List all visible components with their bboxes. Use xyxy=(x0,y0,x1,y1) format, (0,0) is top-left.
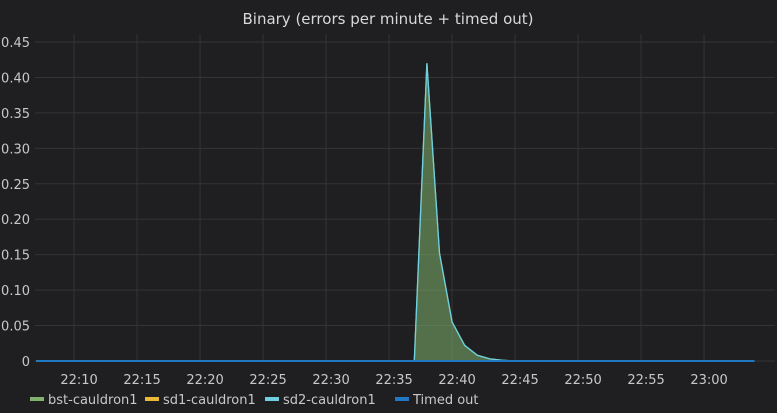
x-tick-label: 22:30 xyxy=(312,373,349,388)
series-line-sd2-cauldron1 xyxy=(36,63,755,362)
y-tick-label: 0.35 xyxy=(1,107,30,122)
legend-swatch xyxy=(395,397,409,401)
y-axis: 0 0.05 0.10 0.15 0.20 0.25 0.30 0.35 0.40 0.45 xyxy=(1,36,30,370)
x-tick-label: 22:15 xyxy=(123,373,160,388)
y-tick-label: 0.10 xyxy=(1,284,30,299)
legend-item: Timed out xyxy=(412,393,479,408)
series-line-bst-cauldron1 xyxy=(36,63,755,362)
x-tick-label: 22:25 xyxy=(249,373,286,388)
x-tick-label: 22:40 xyxy=(438,373,475,388)
x-tick-label: 22:50 xyxy=(564,373,601,388)
series-area-bst-cauldron1 xyxy=(36,63,755,362)
x-tick-label: 22:55 xyxy=(627,373,664,388)
y-tick-label: 0.05 xyxy=(1,320,30,335)
legend-item: sd1-cauldron1 xyxy=(163,393,256,408)
x-tick-label: 23:00 xyxy=(690,373,727,388)
x-tick-label: 22:20 xyxy=(186,373,223,388)
y-tick-label: 0.15 xyxy=(1,249,30,264)
plot-area xyxy=(36,63,755,362)
y-tick-label: 0.20 xyxy=(1,213,30,228)
y-tick-label: 0.40 xyxy=(1,71,30,86)
x-tick-label: 22:35 xyxy=(375,373,412,388)
legend-swatch xyxy=(145,397,159,401)
y-tick-label: 0.25 xyxy=(1,178,30,193)
x-tick-label: 22:45 xyxy=(501,373,538,388)
grid xyxy=(35,34,775,362)
y-tick-label: 0.45 xyxy=(1,36,30,51)
y-tick-label: 0.30 xyxy=(1,142,30,157)
chart-title: Binary (errors per minute + timed out) xyxy=(242,10,533,28)
x-axis: 22:10 22:15 22:20 22:25 22:30 22:35 22:40 22:45… xyxy=(60,373,727,388)
y-tick-label: 0 xyxy=(22,355,30,370)
legend-item: sd2-cauldron1 xyxy=(283,393,376,408)
legend-swatch xyxy=(30,397,44,401)
legend-swatch xyxy=(265,397,279,401)
x-tick-label: 22:10 xyxy=(60,373,97,388)
legend: bst-cauldron1 sd1-cauldron1 sd2-cauldron1 T… xyxy=(30,393,479,408)
legend-item: bst-cauldron1 xyxy=(48,393,138,408)
